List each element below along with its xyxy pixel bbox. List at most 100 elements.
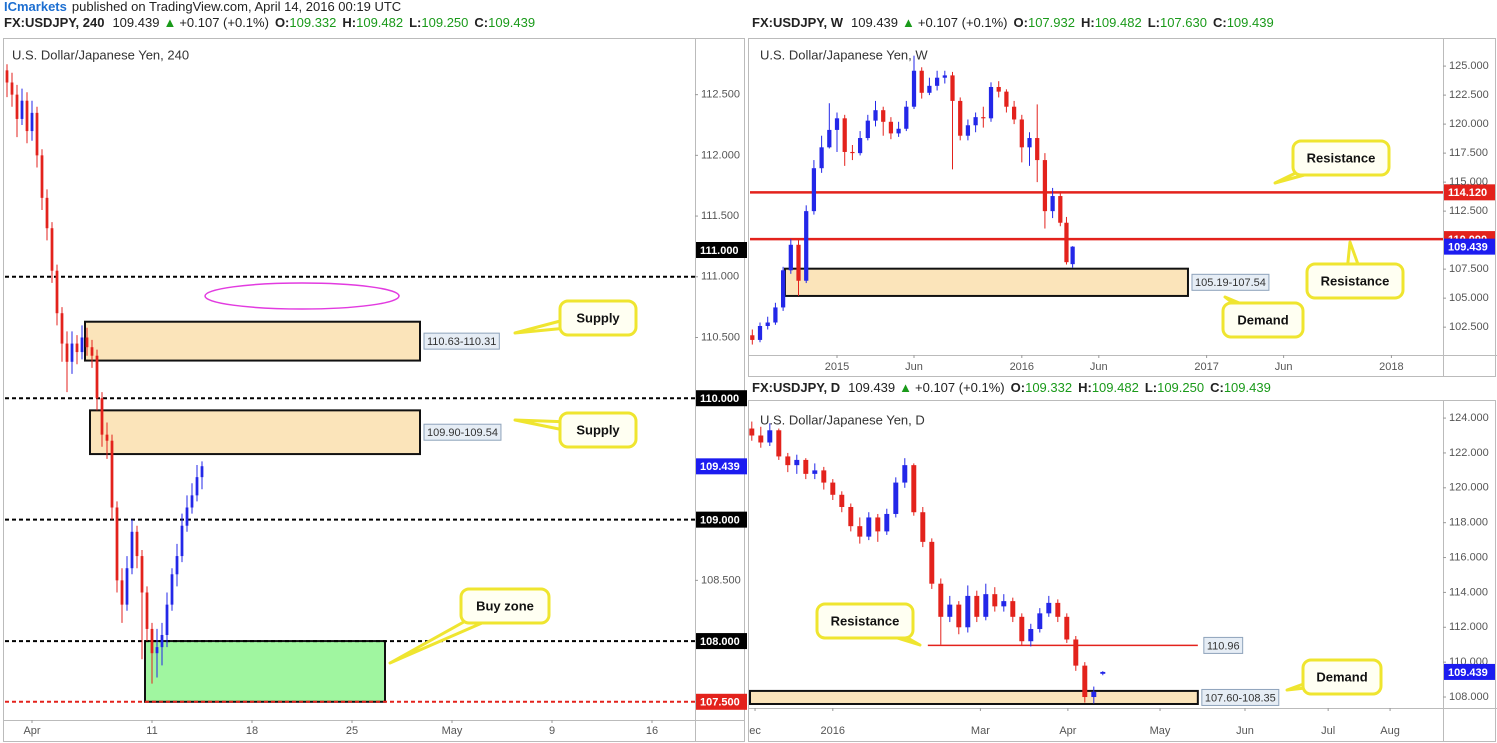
candle-body [150, 628, 154, 654]
x-tick-label: 2017 [1194, 361, 1218, 373]
candle-body [938, 583, 944, 617]
price-badge-label: 109.439 [1448, 667, 1488, 679]
y-tick-label: 108.000 [1449, 691, 1489, 703]
candle-body [1070, 246, 1075, 265]
candle-body [1011, 106, 1017, 120]
publisher: ICmarkets [4, 0, 67, 14]
value-label: 110.63-110.31 [427, 336, 496, 348]
candle-body [830, 482, 836, 495]
publisher-line: ICmarkets published on TradingView.com, A… [4, 0, 401, 14]
candle-body [60, 313, 64, 344]
x-tick-label: May [1150, 725, 1171, 737]
callout-text: Supply [576, 422, 620, 437]
zone [144, 640, 386, 703]
candle-body [839, 494, 845, 507]
chart: FX:USDJPY, 240 109.439 ▲ +0.107 (+0.1%) O:10… [4, 15, 747, 737]
candle-body [5, 70, 9, 83]
quote-label: O: [1011, 380, 1025, 395]
candle-body [765, 322, 770, 326]
callout-text: Demand [1316, 669, 1367, 684]
candle-body [773, 307, 778, 323]
candle-body [1010, 601, 1016, 617]
candle-body [105, 434, 109, 441]
candle-body [35, 112, 39, 156]
published-note: published on TradingView.com, April 14, … [72, 0, 401, 14]
candle-body [776, 430, 782, 457]
quote-value: 109.250 [421, 15, 468, 30]
price-badge [696, 242, 747, 258]
y-tick-label: 112.500 [1449, 205, 1488, 217]
candle-body [130, 531, 134, 569]
y-tick-label: 112.000 [1449, 621, 1488, 633]
candle-body [50, 228, 54, 271]
candle-body [115, 507, 119, 581]
x-tick-label: 2016 [821, 725, 845, 737]
chart-header: FX:USDJPY, 240 109.439 ▲ +0.107 (+0.1%) O:10… [4, 15, 535, 30]
quote-label: C: [1210, 380, 1224, 395]
candle-body [1001, 601, 1007, 607]
candle-body [75, 343, 79, 353]
y-tick-label: 120.000 [1449, 482, 1489, 494]
price-badge-label: 111.000 [700, 245, 739, 257]
y-tick-label: 105.000 [1449, 292, 1489, 304]
candle-body [888, 121, 894, 134]
callout-bubble [1291, 139, 1391, 177]
y-tick-label: 115.000 [1449, 176, 1488, 188]
y-tick-label: 116.000 [1449, 551, 1488, 563]
candle-body [30, 112, 34, 132]
callout-bubble [558, 411, 638, 449]
candle-body [125, 568, 129, 605]
candle-body [758, 435, 764, 443]
last-price: 109.439 [848, 380, 895, 395]
price-badge [1444, 238, 1495, 255]
quote-label: C: [1213, 15, 1227, 30]
x-tick-label: Jun [1236, 725, 1254, 737]
candle-body [983, 594, 989, 617]
candle-body [1019, 616, 1025, 642]
candle-body [15, 94, 19, 119]
value-label: 105.19-107.54 [1195, 277, 1266, 289]
candle-body [857, 526, 863, 537]
value-label-box [1191, 273, 1270, 291]
y-tick-label: 122.000 [1449, 447, 1489, 459]
candle-body [750, 335, 755, 340]
change: +0.107 (+0.1%) [915, 380, 1005, 395]
chart-title: U.S. Dollar/Japanese Yen, 240 [12, 47, 189, 62]
quote-value: 109.482 [356, 15, 403, 30]
quote-value: 109.482 [1095, 15, 1142, 30]
candle-body [90, 347, 94, 356]
chart-header: FX:USDJPY, W 109.439 ▲ +0.107 (+0.1%) O:107.… [752, 15, 1274, 30]
value-label-box [423, 423, 502, 441]
quote-value: 109.439 [1224, 380, 1271, 395]
chart: FX:USDJPY, D 109.439 ▲ +0.107 (+0.1%) O:109.… [749, 380, 1495, 737]
candle-body [70, 343, 74, 362]
zone [783, 267, 1189, 297]
quote-label: L: [1148, 15, 1160, 30]
y-tick-label: 122.500 [1449, 89, 1489, 101]
value-label: 107.60-108.35 [1205, 692, 1276, 704]
candle-body [1042, 160, 1048, 212]
candle-body [45, 197, 49, 229]
candle-body [757, 325, 763, 340]
x-tick-label: 18 [246, 725, 258, 737]
candle-body [1046, 602, 1052, 614]
zone [749, 689, 1199, 705]
candle-body [200, 466, 204, 478]
x-tick-label: 25 [346, 725, 358, 737]
x-tick-label: 2015 [825, 361, 849, 373]
x-tick-label: Jun [1275, 361, 1293, 373]
change: +0.107 (+0.1%) [179, 15, 269, 30]
price-badge [1444, 663, 1495, 680]
candle-body [866, 517, 872, 537]
quote-value: 107.932 [1028, 15, 1075, 30]
zone [89, 409, 421, 456]
chart-title: U.S. Dollar/Japanese Yen, D [760, 412, 925, 427]
quote-label: C: [474, 15, 488, 30]
y-tick-label: 114.000 [1449, 586, 1488, 598]
quote-value: 109.332 [289, 15, 336, 30]
candle-body [902, 465, 908, 483]
candle-body [10, 82, 14, 95]
candle-body [981, 117, 986, 119]
callout-bubble [459, 587, 551, 625]
candle-body [95, 355, 99, 399]
